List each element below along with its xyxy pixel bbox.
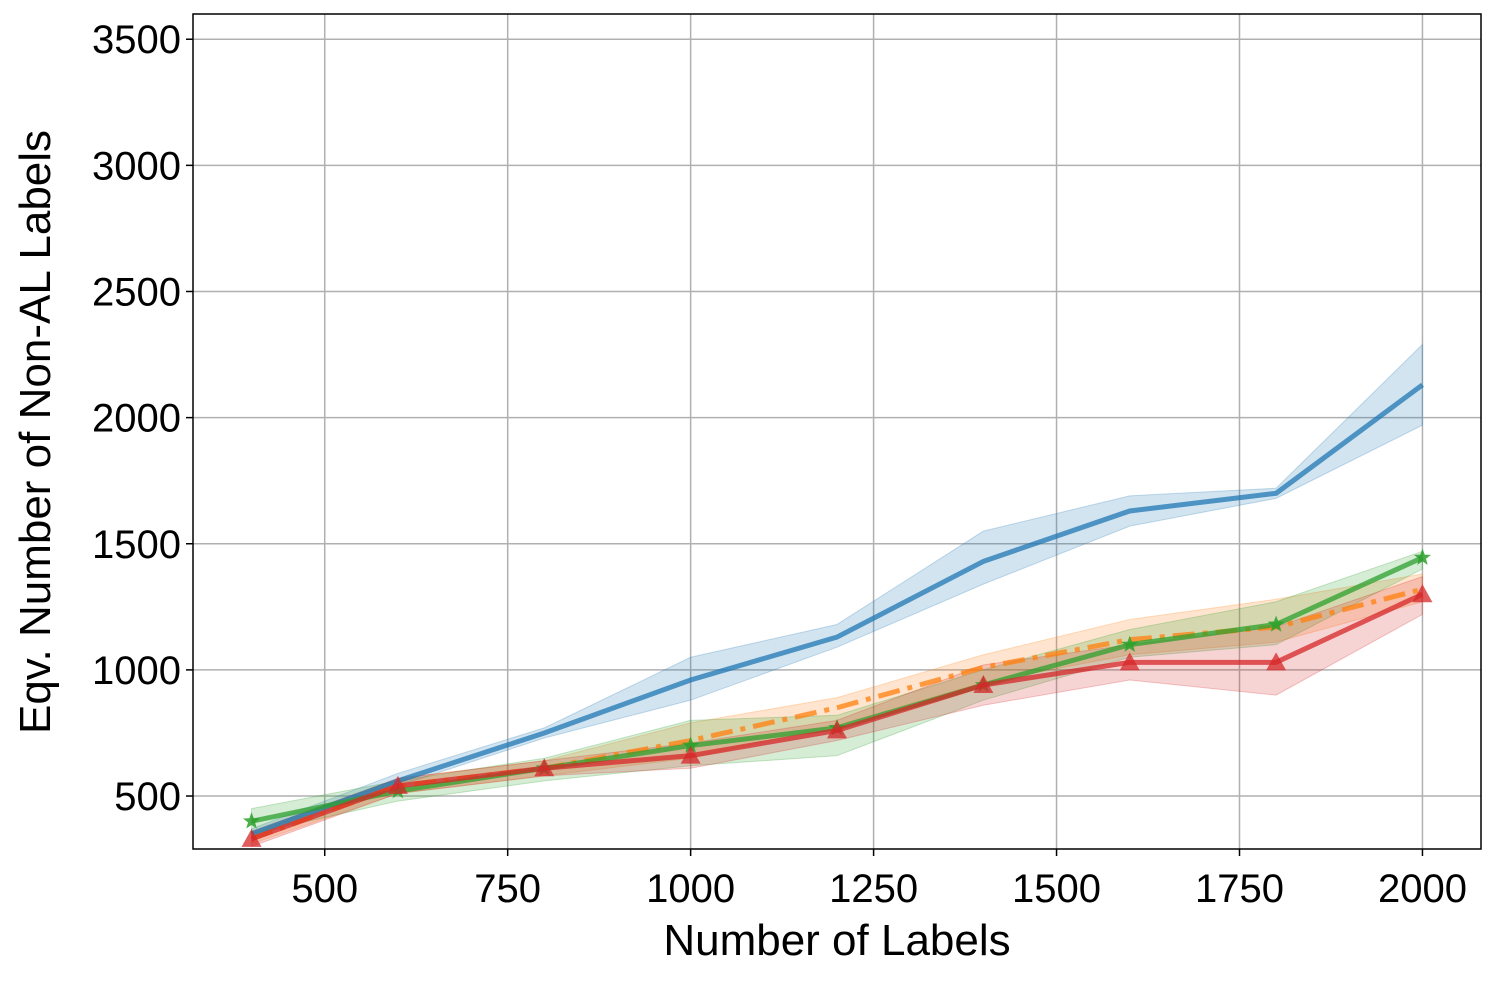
triangle-marker [1412,584,1433,603]
x-tick-label: 1750 [1195,867,1284,911]
confidence-band [251,343,1423,839]
y-tick-label: 500 [114,775,181,819]
y-tick-label: 2500 [92,270,181,314]
triangle-marker [387,775,408,794]
star-marker [1413,548,1431,565]
triangle-marker [973,675,994,694]
triangle-marker [827,720,847,739]
star-marker [243,812,261,829]
triangle-marker [534,758,555,777]
triangle-marker [680,745,701,764]
y-axis-label: Eqv. Number of Non-AL Labels [11,130,60,734]
triangle-marker [1266,652,1287,671]
y-tick-label: 1500 [92,523,181,567]
x-tick-label: 2000 [1378,867,1467,911]
star-marker [1121,635,1139,652]
x-tick-label: 1000 [646,867,735,911]
star-marker [1267,615,1285,632]
y-tick-label: 1000 [92,649,181,693]
x-tick-label: 1500 [1012,867,1101,911]
x-tick-label: 500 [291,867,358,911]
y-tick-label: 2000 [92,397,181,441]
series-line [250,382,1424,837]
y-tick-label: 3500 [92,18,181,62]
y-tick-label: 3000 [92,144,181,188]
x-tick-label: 1250 [829,867,918,911]
star-marker [682,736,700,753]
triangle-marker [1119,652,1140,671]
x-axis-label: Number of Labels [663,916,1010,965]
confidence-band [251,550,1423,835]
x-tick-label: 750 [474,867,541,911]
triangle-marker [241,828,262,847]
plot-frame [192,13,1482,850]
